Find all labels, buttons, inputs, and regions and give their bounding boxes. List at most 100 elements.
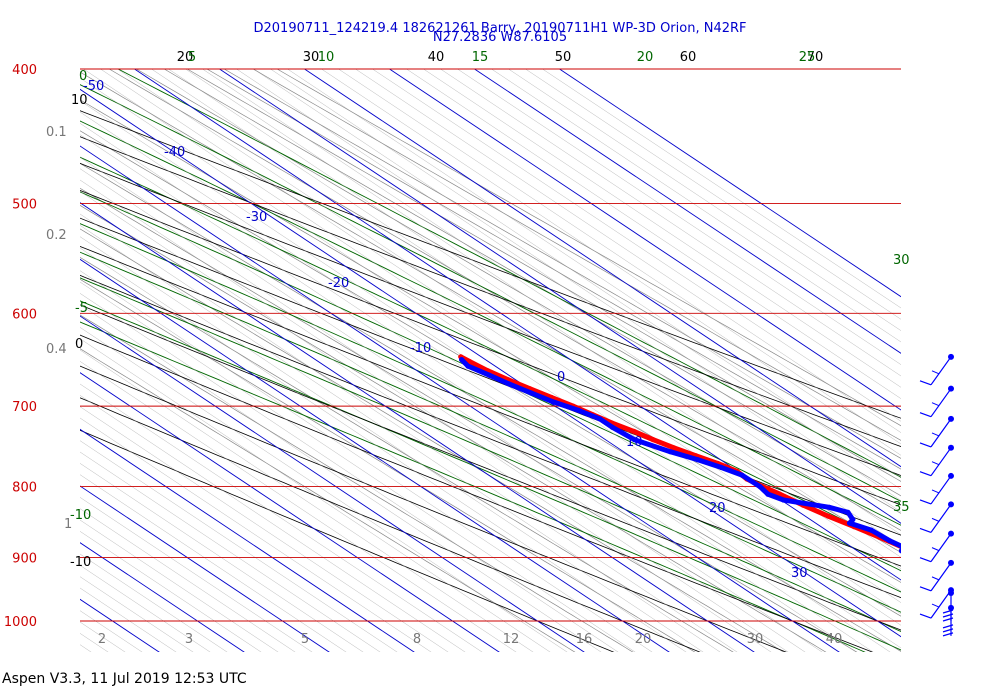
mixing-ratio-line-2: [80, 278, 696, 652]
dewpoint-point-10: [898, 548, 901, 554]
minor-isotherm--66: [80, 463, 364, 652]
minor-isotherm-6: [100, 69, 901, 603]
wind-barb-half-7: [931, 576, 940, 581]
wind-barb-staff-7: [930, 562, 952, 592]
minor-isotherm--6: [80, 123, 874, 652]
wind-barb-half-0: [931, 370, 940, 375]
wind-barb-half-2: [931, 432, 940, 437]
dewpoint-point-6: [996, 584, 1000, 589]
pressure-label-400: 400: [12, 63, 37, 78]
wind-barb-dot-0: [948, 353, 954, 360]
wind-barb-flag-2: [919, 442, 932, 448]
dewpoint-point-25: [631, 437, 637, 443]
mixing-ratio-line-5: [80, 204, 827, 652]
minor-isotherm--14: [80, 168, 806, 652]
minor-isotherm--28: [80, 247, 687, 652]
minor-isotherm--34: [80, 281, 636, 652]
dry-adiabat-8: [80, 190, 901, 506]
mixing-ratio-line-11: [108, 69, 901, 531]
moist-adiabat-4: [80, 223, 901, 593]
minor-isotherm-56: [525, 69, 901, 320]
moist-label-0: 0: [79, 69, 87, 84]
minor-isotherm--64: [80, 451, 381, 652]
minor-isotherm--54: [80, 395, 466, 652]
isotherm--40: [80, 315, 585, 652]
minor-isotherm-38: [372, 69, 901, 422]
minor-isotherm--74: [80, 508, 296, 652]
moist-adiabats: [80, 69, 901, 652]
wind-barb-half-6: [931, 547, 940, 552]
chart-title: D20190711_124219.4 182621261 Barry, 2019…: [254, 21, 747, 36]
wind-barb-staff-0: [930, 356, 952, 386]
minor-isotherm-28: [287, 69, 901, 479]
minor-isotherm-12: [151, 69, 901, 569]
minor-isotherm--24: [80, 225, 721, 652]
minor-isotherm-46: [440, 69, 901, 377]
mixing-ratio-line-12: [135, 69, 901, 514]
minor-isotherm--58: [80, 417, 432, 652]
wind-barbs: [919, 353, 954, 637]
theta-top-label-40: 40: [428, 50, 445, 65]
dewpoint-point-28: [576, 407, 582, 413]
dry-adiabat-2: [80, 365, 787, 652]
temperature-point-22: [631, 428, 637, 434]
dewpoint-point-31: [507, 381, 513, 387]
dry-adiabat-5: [80, 274, 901, 599]
wind-barb-flag-6: [919, 557, 932, 563]
mixing-ratio-line-6: [80, 187, 858, 652]
dewpoint-point-23: [694, 457, 701, 463]
mixing-left-label-3: 1: [64, 517, 72, 532]
isotherm-label--50: -50: [83, 79, 104, 94]
moist-adiabat-5: [80, 191, 901, 572]
wind-barb-flag-5: [919, 527, 932, 533]
wind-barb-dot-9: [948, 590, 954, 596]
dewpoint-point-19: [765, 491, 771, 497]
dewpoint-point-12: [886, 538, 893, 544]
minor-isotherm-32: [321, 69, 901, 456]
theta-top-label-70: 70: [807, 50, 824, 65]
isotherm-label-20: 20: [709, 501, 726, 516]
pressure-label-600: 600: [12, 307, 37, 322]
minor-isotherm-2: [80, 77, 901, 626]
wind-barb-dot-6: [948, 530, 954, 537]
moist-adiabat-7: [80, 120, 901, 526]
pressure-label-700: 700: [12, 400, 37, 415]
dewpoint-point-33: [465, 363, 471, 369]
mixing-ratio-line-15: [206, 69, 901, 470]
dewpoint-point-22: [718, 464, 724, 470]
temperature-point-9: [900, 545, 901, 549]
isotherm-label--10: -10: [410, 341, 431, 356]
wind-barb-half-3: [931, 461, 940, 466]
theta-top-label-50: 50: [555, 50, 572, 65]
isotherm-label-30: 30: [791, 566, 808, 581]
isotherm-label--40: -40: [164, 145, 185, 160]
wind-barb-dot-7: [948, 559, 954, 566]
wind-barb-staff-6: [930, 533, 952, 562]
isotherm--10: [80, 145, 840, 652]
moist-label-30: 30: [893, 253, 910, 268]
dewpoint-point-34: [459, 357, 465, 363]
wind-barb-dot-3: [948, 444, 954, 451]
dewpoint-point-26: [609, 424, 616, 430]
temperature-point-14: [777, 491, 783, 497]
wind-barb-flag-0: [919, 380, 932, 386]
temperature-point-20: [671, 445, 677, 451]
minor-isotherm-52: [491, 69, 901, 343]
mixing-bottom-label-40: 40: [826, 632, 843, 647]
wind-barb-staff-8: [930, 589, 952, 619]
mixing-bottom-label-12: 12: [503, 632, 520, 647]
minor-isotherm--56: [80, 406, 449, 652]
dry-adiabat-3: [80, 334, 874, 652]
minor-isotherm--18: [80, 191, 772, 652]
minor-isotherm--12: [80, 157, 823, 652]
mixing-bottom-label-2: 2: [98, 632, 106, 647]
mixing-bottom-label-30: 30: [747, 632, 764, 647]
moist-label--10: -10: [70, 508, 91, 523]
theta-left-label-2: -10: [70, 555, 91, 570]
moist-label-35: 35: [893, 500, 910, 515]
dewpoint-point-11: [901, 545, 906, 550]
wind-barb-flag-10-0: [942, 632, 954, 637]
isotherm-30: [303, 69, 901, 468]
dewpoint-point-16: [845, 509, 851, 515]
dry-adiabat-10: [80, 136, 901, 447]
